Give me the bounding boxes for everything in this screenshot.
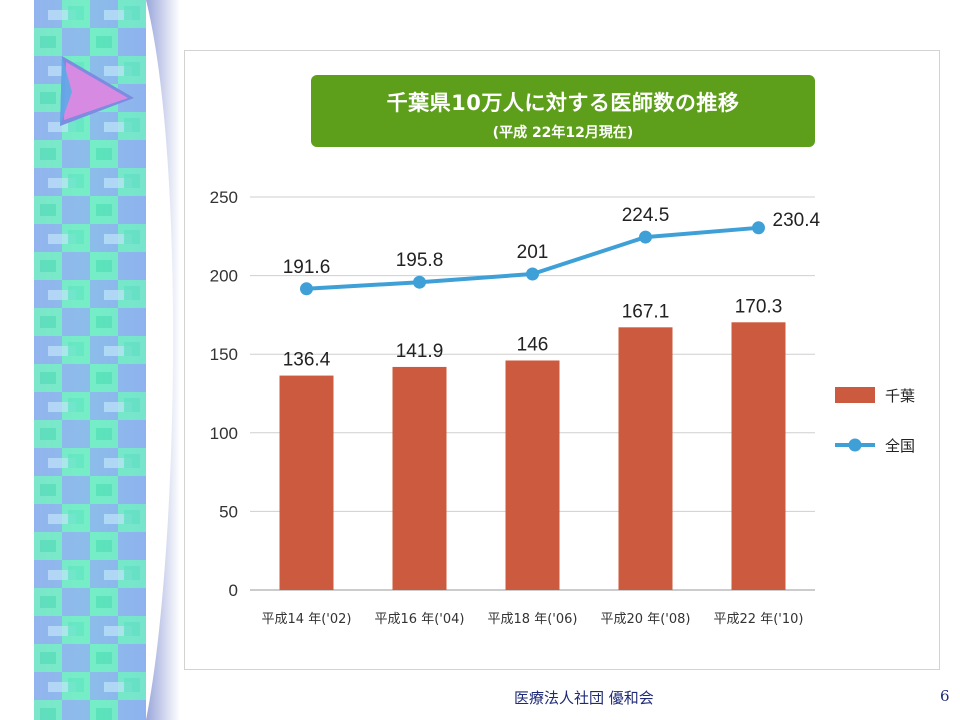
bar-data-label: 136.4 [283, 350, 331, 371]
bar [618, 327, 673, 590]
line-data-label: 230.4 [773, 210, 821, 231]
page-number: 6 [940, 687, 950, 705]
bar-data-label: 141.9 [396, 341, 444, 362]
line-point [413, 275, 426, 289]
bar-data-label: 170.3 [735, 296, 783, 317]
chart-subtitle: (平成 22年12月現在) [492, 125, 634, 141]
chart-title: 千葉県10万人に対する医師数の推移 [386, 91, 740, 115]
legend-label: 全国 [885, 437, 915, 455]
triangle-bullet-icon [60, 56, 134, 126]
line-point [526, 267, 539, 281]
line-data-label: 195.8 [396, 250, 444, 271]
footer-organization: 医療法人社団 優和会 [514, 689, 654, 707]
y-tick-label: 150 [210, 345, 238, 364]
bar [279, 375, 334, 590]
bar-data-label: 167.1 [622, 301, 670, 322]
y-tick-label: 50 [219, 502, 238, 521]
legend-swatch-bar [835, 387, 875, 403]
bar [505, 360, 560, 590]
y-tick-label: 200 [210, 267, 238, 286]
bar [731, 322, 786, 590]
y-tick-label: 250 [210, 188, 238, 207]
x-tick-label: 平成14 年('02) [262, 612, 352, 627]
bar-data-label: 146 [517, 334, 549, 355]
chart-plot-area: 0 50 100 150 200 250 136.4 141.9 146 167.1 170.3 19… [210, 188, 915, 627]
line-data-label: 201 [517, 242, 549, 263]
line-point [752, 221, 765, 235]
decorative-side-strip [0, 0, 180, 720]
y-tick-label: 0 [229, 581, 238, 600]
legend-label: 千葉 [885, 387, 915, 405]
x-tick-label: 平成20 年('08) [601, 612, 691, 627]
line-data-label: 224.5 [622, 205, 670, 226]
bar [392, 366, 447, 590]
chart-panel: 千葉県10万人に対する医師数の推移 (平成 22年12月現在) 0 50 100 15… [184, 50, 940, 670]
x-tick-label: 平成16 年('04) [375, 612, 465, 627]
x-tick-label: 平成22 年('10) [714, 612, 804, 627]
chart-title-banner: 千葉県10万人に対する医師数の推移 (平成 22年12月現在) [311, 75, 815, 147]
y-tick-label: 100 [210, 424, 238, 443]
line-point [300, 282, 313, 296]
line-data-label: 191.6 [283, 257, 331, 278]
line-point [639, 230, 652, 244]
x-tick-label: 平成18 年('06) [488, 612, 578, 627]
legend-swatch-marker [848, 438, 862, 452]
